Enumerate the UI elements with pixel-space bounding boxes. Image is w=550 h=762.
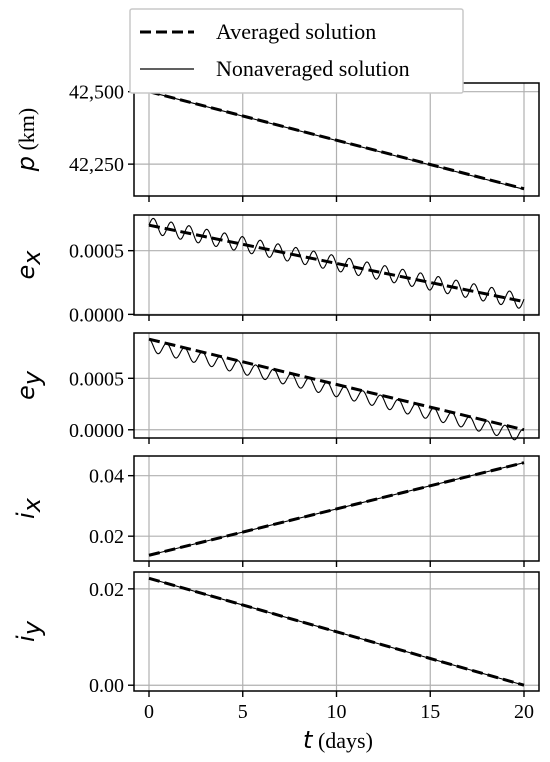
ytick-label-iy-1: 0.02 [89, 579, 124, 601]
panel-iy: 0.00 0.02 0 5 10 15 20 iy [12, 571, 540, 723]
ylabel-symbol-ix: i [12, 512, 40, 519]
xtick-label-1: 5 [238, 701, 248, 723]
ylabel-ey: ey [12, 370, 46, 400]
ytick-label-ex-1: 0.0005 [69, 241, 124, 263]
series-ex-nonaveraged [148, 217, 525, 309]
ytick-label-ix-1: 0.04 [89, 466, 124, 488]
panel-ix: 0.02 0.04 ix [12, 455, 540, 567]
ylabel-iy: iy [12, 620, 46, 642]
ylabel-symbol-iy: i [12, 635, 40, 642]
series-ey-averaged [148, 337, 525, 432]
series-iy-nonaveraged [148, 577, 525, 686]
ylabel-p: p (km) [12, 108, 40, 173]
ylabel-sub-ix: x [18, 497, 46, 513]
legend-averaged-label: Averaged solution [216, 19, 376, 44]
series-p-nonaveraged [148, 91, 525, 190]
xtick-label-3: 15 [420, 701, 440, 723]
x-axis-unit: (days) [312, 728, 372, 753]
ylabel-sub-ey: y [18, 370, 46, 386]
ylabel-symbol-ex: e [12, 265, 40, 280]
ytick-label-p-0: 42,250 [69, 154, 124, 176]
panel-ex: 0.0000 0.0005 ex [12, 214, 540, 326]
x-axis-label: t (days) [303, 726, 373, 754]
ylabel-ex: ex [12, 250, 46, 280]
ylabel-sub-iy: y [18, 620, 46, 636]
ylabel-symbol-ey: e [12, 385, 40, 400]
legend-frame [129, 8, 464, 94]
ytick-label-ex-0: 0.0000 [69, 304, 124, 326]
ytick-label-p-1: 42,500 [69, 82, 124, 104]
ytick-label-ey-1: 0.0005 [69, 368, 124, 390]
x-axis-symbol: t [303, 726, 314, 754]
xtick-label-2: 10 [327, 701, 347, 723]
xtick-label-4: 20 [514, 701, 534, 723]
ytick-label-iy-0: 0.00 [89, 675, 124, 697]
panel-ey: 0.0000 0.0005 ey [12, 332, 540, 444]
legend: Averaged solution Nonaveraged solution [129, 8, 464, 94]
ytick-label-ey-0: 0.0000 [69, 420, 124, 442]
ytick-label-ix-0: 0.02 [89, 526, 124, 548]
series-ey-nonaveraged [148, 338, 525, 441]
ylabel-sub-ex: x [18, 250, 46, 266]
ylabel-unit-p: (km) [14, 108, 39, 156]
xtick-label-0: 0 [144, 701, 154, 723]
series-ix-nonaveraged [148, 462, 525, 556]
ylabel-ix: ix [12, 497, 46, 519]
panel-p: 42,250 42,500 p (km) [12, 82, 540, 202]
ylabel-symbol-p: p [12, 156, 40, 172]
legend-nonaveraged-label: Nonaveraged solution [216, 56, 410, 81]
